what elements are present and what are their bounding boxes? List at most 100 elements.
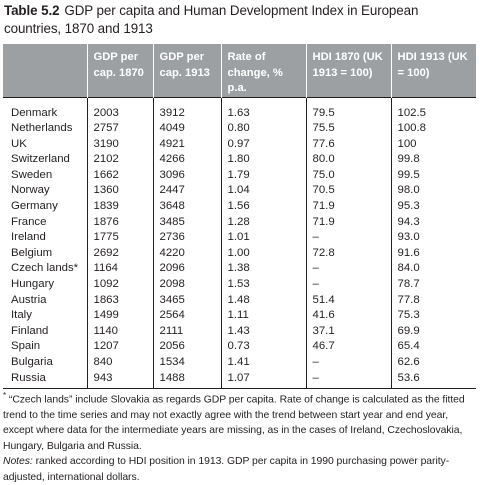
cell-gdp-1913: 2447 xyxy=(152,183,221,200)
cell-gdp-1913: 3648 xyxy=(152,199,221,215)
notes-line: Notes: ranked according to HDI position … xyxy=(3,454,477,485)
cell-country: Finland xyxy=(11,324,49,337)
cell-hdi-1913: 65.4 xyxy=(390,339,476,355)
table-row: France 1876 3485 1.28 71.9 94.3 xyxy=(3,214,476,231)
cell-hdi-1913: 100 xyxy=(390,136,476,153)
table-title: GDP per capita and Human Development Ind… xyxy=(4,3,419,36)
cell-country: Ireland xyxy=(11,231,46,244)
cell-country: Germany xyxy=(11,200,58,213)
cell-hdi-1913: 62.6 xyxy=(390,355,476,371)
cell-hdi-1913: 98.0 xyxy=(390,183,476,200)
cell-hdi-1870: – xyxy=(305,277,391,293)
cell-rate-of-change: 1.80 xyxy=(220,152,306,168)
cell-country: Austria xyxy=(11,293,47,306)
cell-rate-of-change: 1.41 xyxy=(220,355,306,371)
cell-hdi-1870: 70.5 xyxy=(305,183,391,200)
footnote-text: “Czech lands” include Slovakia as regard… xyxy=(3,394,465,452)
cell-country: Czech lands* xyxy=(11,262,79,275)
cell-gdp-1913: 1488 xyxy=(152,370,221,389)
cell-gdp-1913: 2564 xyxy=(152,308,221,324)
cell-gdp-1870: 943 xyxy=(86,370,153,389)
cell-hdi-1870: 71.9 xyxy=(305,214,391,231)
cell-country: UK xyxy=(11,137,27,150)
table-row: Denmark 2003 3912 1.63 79.5 102.5 xyxy=(3,97,476,122)
table-row: Czech lands* 1164 2096 1.38–84.0 xyxy=(3,261,476,278)
cell-hdi-1870: 79.5 xyxy=(305,97,391,122)
table-row: Norway 1360 2447 1.04 70.5 98.0 xyxy=(3,183,476,200)
cell-gdp-1913: 2111 xyxy=(152,323,221,340)
cell-rate-of-change: 1.53 xyxy=(220,277,306,293)
cell-hdi-1870: – xyxy=(305,370,391,389)
cell-gdp-1913: 4921 xyxy=(152,136,221,153)
cell-rate-of-change: 1.28 xyxy=(220,214,306,231)
cell-rate-of-change: 1.43 xyxy=(220,323,306,340)
cell-hdi-1870: 72.8 xyxy=(305,245,391,262)
cell-gdp-1913: 3465 xyxy=(152,292,221,309)
cell-gdp-1913: 2096 xyxy=(152,261,221,278)
table-body: Denmark 2003 3912 1.63 79.5 102.5 Netherlands 2… xyxy=(3,97,476,389)
table-row: Netherlands 2757 4049 0.80 75.5 100.8 xyxy=(3,121,476,137)
cell-country: Spain xyxy=(11,340,41,353)
cell-gdp-1870: 1863 xyxy=(86,292,153,309)
cell-hdi-1870: 41.6 xyxy=(305,308,391,324)
cell-hdi-1913: 53.6 xyxy=(390,370,476,389)
cell-country: Netherlands xyxy=(11,122,73,135)
cell-hdi-1913: 69.9 xyxy=(390,323,476,340)
cell-gdp-1913: 3485 xyxy=(152,214,221,231)
table-header-row: GDP per cap. 1870 GDP per cap. 1913 Rate… xyxy=(3,44,476,97)
cell-hdi-1870: – xyxy=(305,230,391,246)
cell-rate-of-change: 0.73 xyxy=(220,339,306,355)
cell-hdi-1913: 78.7 xyxy=(390,277,476,293)
table-row: Hungary 1092 2098 1.53–78.7 xyxy=(3,277,476,293)
cell-country: Bulgaria xyxy=(11,356,53,368)
header-gdp-1913: GDP per cap. 1913 xyxy=(152,44,221,97)
cell-hdi-1913: 99.5 xyxy=(390,167,476,184)
gdp-hdi-table: GDP per cap. 1870 GDP per cap. 1913 Rate… xyxy=(3,44,476,390)
cell-gdp-1870: 840 xyxy=(86,355,153,371)
notes-text: ranked according to HDI position in 1913… xyxy=(3,456,450,483)
header-country xyxy=(3,44,87,97)
cell-rate-of-change: 1.48 xyxy=(220,292,306,309)
cell-hdi-1913: 95.3 xyxy=(390,199,476,215)
cell-hdi-1913: 100.8 xyxy=(390,121,476,137)
table-row: Spain 1207 2056 0.73 46.7 65.4 xyxy=(3,339,476,355)
table-row: UK 3190 4921 0.97 77.6 100 xyxy=(3,136,476,153)
cell-gdp-1913: 4266 xyxy=(152,152,221,168)
cell-country: Italy xyxy=(11,309,32,322)
table-row: Ireland 1775 2736 1.01–93.0 xyxy=(3,230,476,246)
header-hdi-1870: HDI 1870 (UK 1913 = 100) xyxy=(305,44,391,97)
cell-hdi-1870: 51.4 xyxy=(305,292,391,309)
cell-gdp-1870: 2757 xyxy=(86,121,153,137)
cell-gdp-1870: 1499 xyxy=(86,308,153,324)
cell-rate-of-change: 1.38 xyxy=(220,261,306,278)
cell-country: Russia xyxy=(11,371,46,384)
table-row: Finland 1140 2111 1.43 37.1 69.9 xyxy=(3,323,476,340)
table-number: Table 5.2 xyxy=(4,3,60,18)
cell-hdi-1870: 37.1 xyxy=(305,323,391,340)
table-row: Germany 1839 3648 1.56 71.9 95.3 xyxy=(3,199,476,215)
table-notes: * “Czech lands” include Slovakia as rega… xyxy=(3,388,477,485)
cell-rate-of-change: 1.11 xyxy=(220,308,306,324)
cell-gdp-1870: 2003 xyxy=(86,97,153,122)
cell-hdi-1870: 80.0 xyxy=(305,152,391,168)
cell-gdp-1870: 3190 xyxy=(86,136,153,153)
cell-gdp-1913: 3912 xyxy=(152,97,221,122)
cell-gdp-1870: 1839 xyxy=(86,199,153,215)
cell-gdp-1870: 1360 xyxy=(86,183,153,200)
cell-gdp-1870: 1164 xyxy=(86,261,153,278)
cell-hdi-1913: 91.6 xyxy=(390,245,476,262)
table-caption: Table 5.2 GDP per capita and Human Develo… xyxy=(4,2,476,38)
cell-gdp-1913: 1534 xyxy=(152,355,221,371)
cell-gdp-1913: 2098 xyxy=(152,277,221,293)
cell-country: Denmark xyxy=(11,106,58,119)
cell-hdi-1913: 93.0 xyxy=(390,230,476,246)
cell-country: Hungary xyxy=(11,278,55,291)
cell-hdi-1870: – xyxy=(305,261,391,278)
table-row: Russia 943 1488 1.07–53.6 xyxy=(3,370,476,389)
table-row: Italy 1499 2564 1.11 41.6 75.3 xyxy=(3,308,476,324)
cell-country: Switzerland xyxy=(11,153,70,166)
cell-gdp-1870: 2692 xyxy=(86,245,153,262)
cell-gdp-1870: 1876 xyxy=(86,214,153,231)
cell-gdp-1870: 1092 xyxy=(86,277,153,293)
cell-hdi-1870: 71.9 xyxy=(305,199,391,215)
